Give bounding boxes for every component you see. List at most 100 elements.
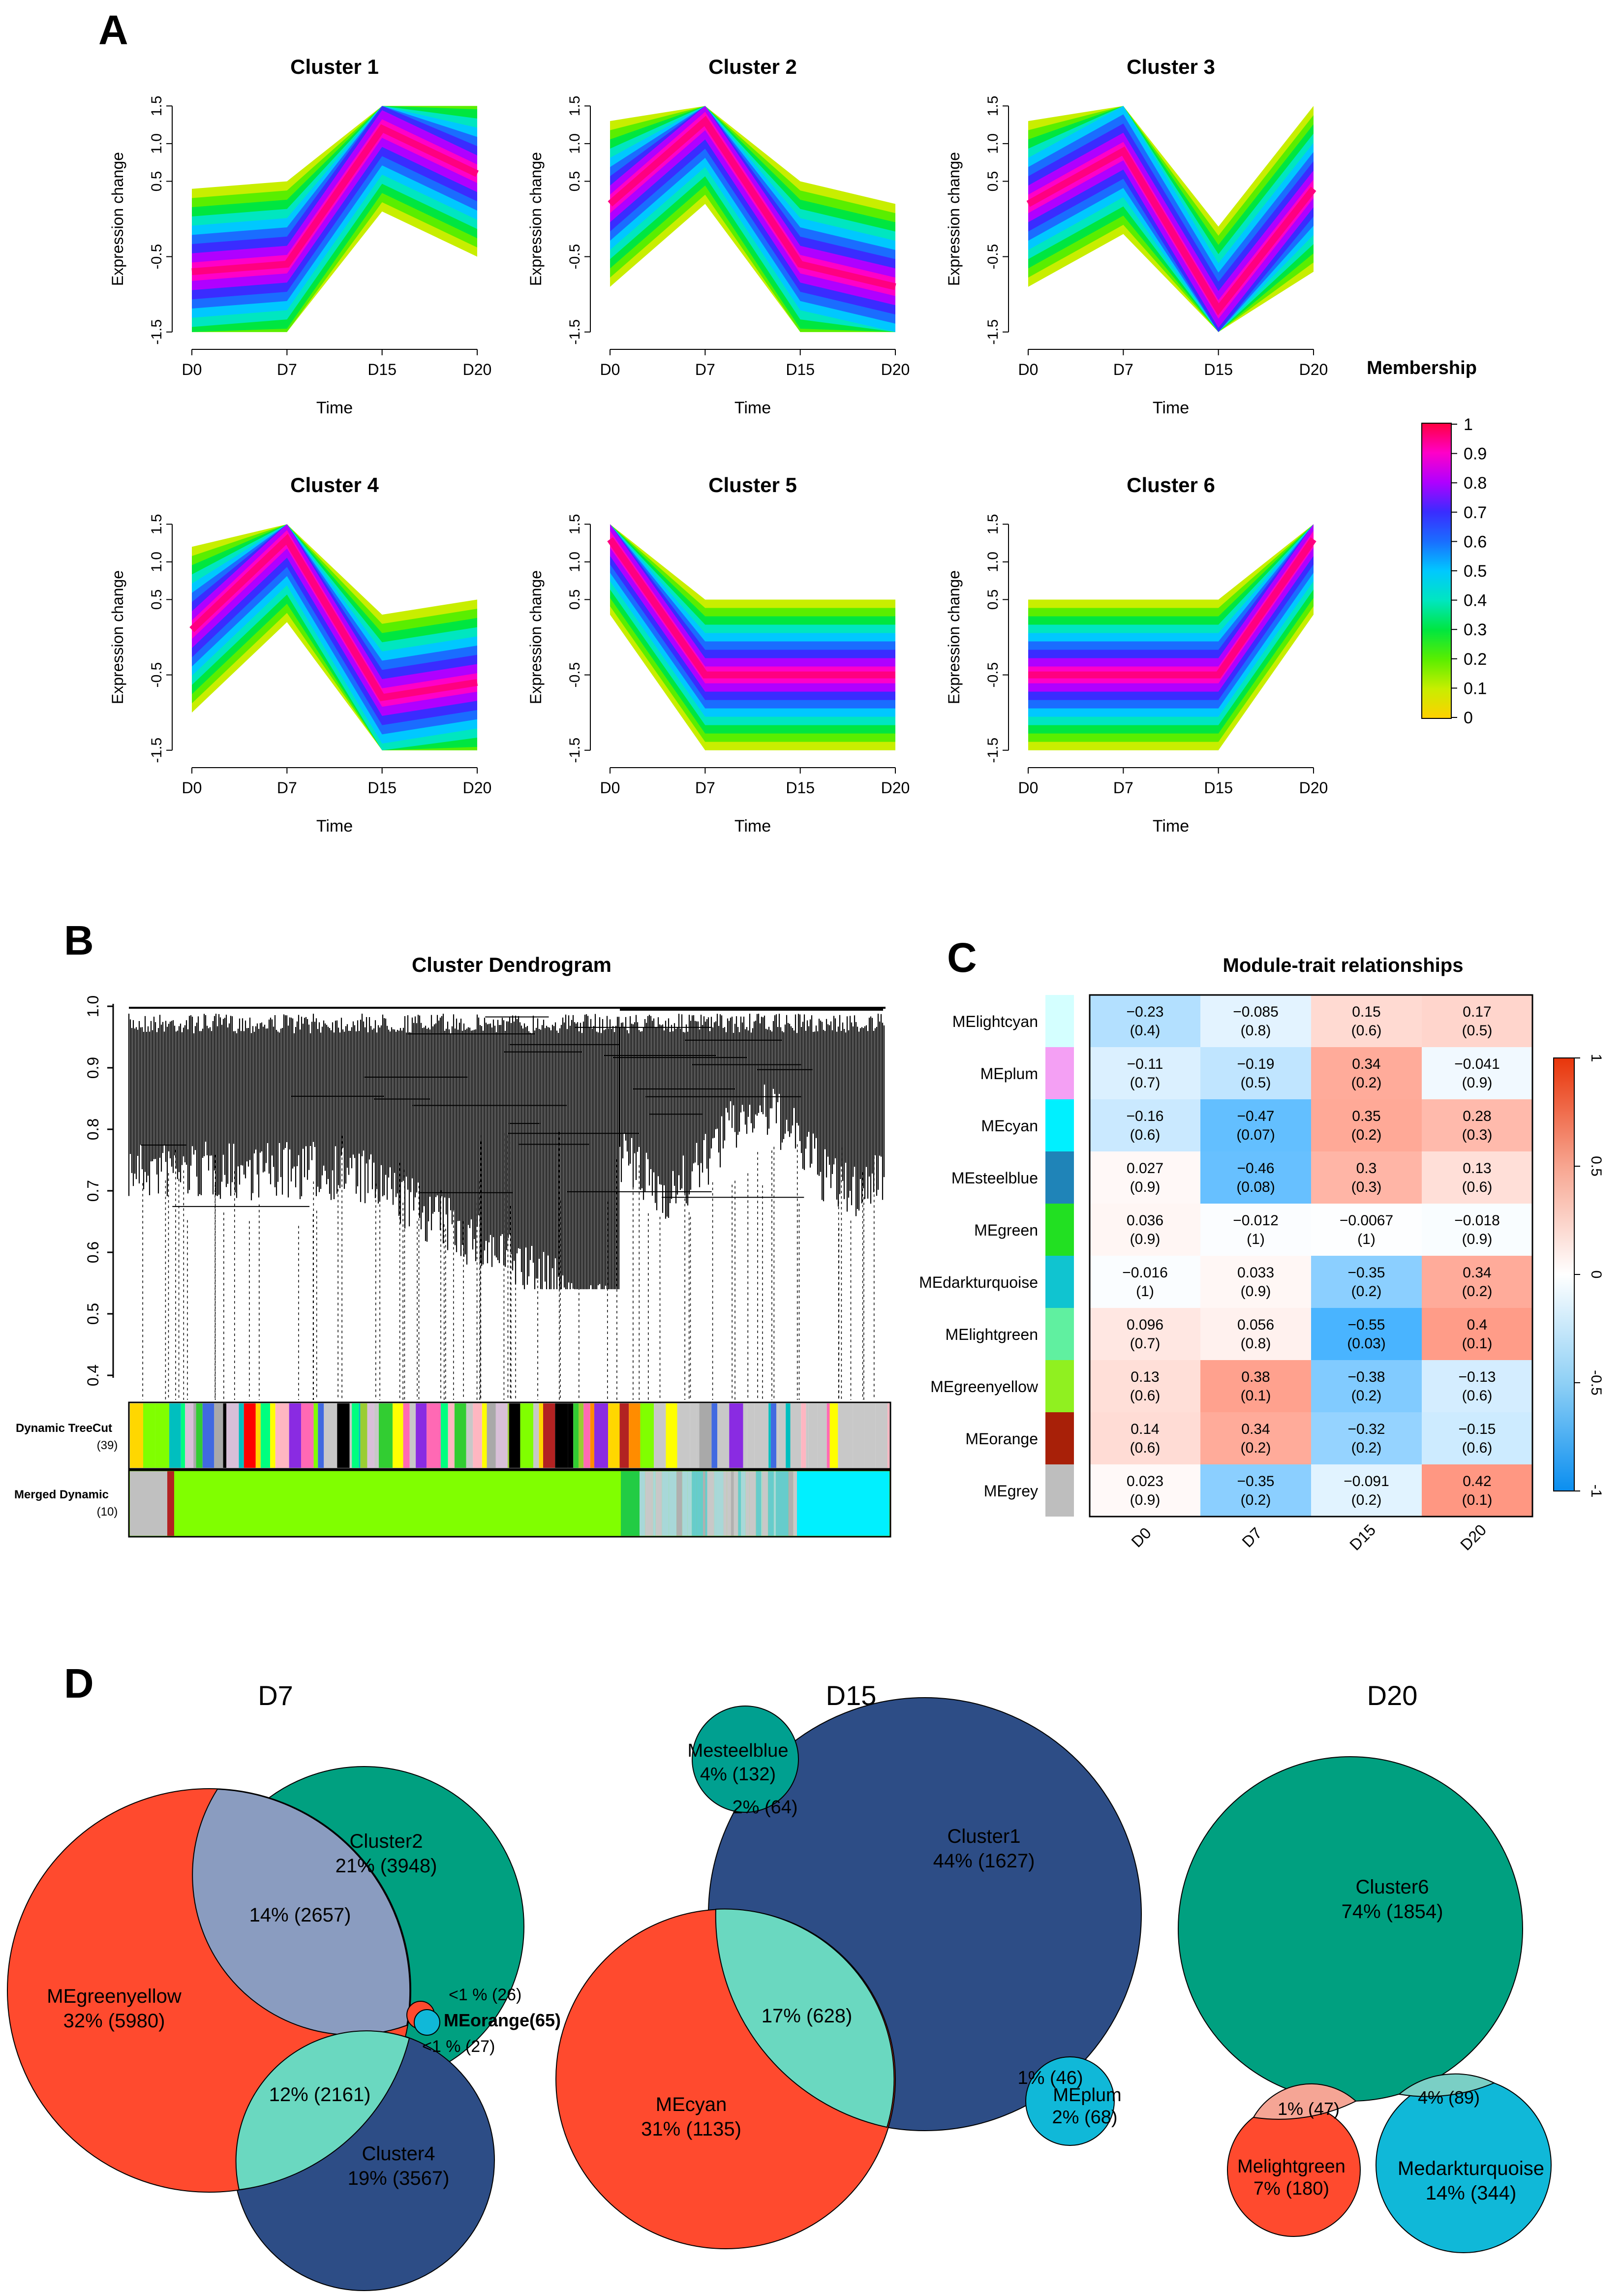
x-tick-label: D15 (367, 361, 397, 378)
merged-color-bar (705, 1471, 707, 1536)
cluster-title: Cluster 4 (290, 473, 379, 496)
heatmap-cell-value: 0.34 (1241, 1421, 1270, 1437)
x-tick-label: D20 (1299, 779, 1328, 797)
merged-color-bar (651, 1471, 653, 1536)
treecut-color-bar (181, 1403, 185, 1468)
heatmap-cell-value: −0.018 (1454, 1212, 1500, 1229)
y-axis-label: Expression change (527, 570, 545, 704)
merged-color-bar (655, 1471, 662, 1536)
treecut-color-bar (360, 1403, 367, 1468)
panel-label-b: B (64, 917, 94, 963)
merged-color-bar (745, 1471, 750, 1536)
heatmap-cell-pvalue: (0.2) (1351, 1492, 1382, 1508)
heatmap-cell-pvalue: (0.6) (1351, 1023, 1382, 1039)
cluster-core-line (1026, 146, 1316, 316)
y-tick-label: 1.5 (985, 514, 1001, 534)
merged-color-bar (782, 1471, 789, 1536)
x-axis-label: Time (316, 817, 353, 836)
treecut-color-bar (568, 1403, 574, 1468)
membership-legend: Membership 1 0.9 0.8 0.7 0.6 0.5 0.4 0.3 0.2 0.1 0 (1367, 358, 1487, 727)
cluster-core-line (607, 537, 895, 679)
merged-color-bar (716, 1471, 724, 1536)
membership-band (1028, 524, 1314, 692)
heatmap-cell-pvalue: (0.7) (1130, 1075, 1161, 1091)
treecut-label: Dynamic TreeCut (16, 1422, 112, 1435)
heatmap-cell-value: 0.28 (1463, 1108, 1491, 1124)
treecut-color-bar (185, 1403, 194, 1468)
x-axis-label: Time (316, 399, 353, 417)
heatmap-cell-value: −0.16 (1127, 1108, 1164, 1124)
merged-count: (10) (97, 1505, 118, 1519)
cluster-core-line (189, 533, 478, 702)
heatmap-cell-value: −0.35 (1237, 1473, 1275, 1489)
heatmap-cell-value: −0.19 (1237, 1056, 1275, 1072)
treecut-color-bar (539, 1403, 544, 1468)
y-tick-label: -0.5 (149, 662, 165, 688)
treecut-color-bar (583, 1403, 590, 1468)
treecut-color-bar (367, 1403, 375, 1468)
heatmap-cell-pvalue: (0.2) (1462, 1283, 1493, 1300)
treecut-color-bar (440, 1403, 448, 1468)
heatmap-cell (1311, 1256, 1422, 1308)
dendrogram-title: Cluster Dendrogram (412, 953, 612, 976)
y-tick-label: 0.5 (567, 171, 583, 192)
heatmap-cell-pvalue: (0.5) (1241, 1075, 1271, 1091)
venn-d7-orange-top: <1 % (26) (449, 1986, 521, 2004)
merged-color-bar (734, 1471, 738, 1536)
treecut-color-bar (374, 1403, 379, 1468)
treecut-color-bar (130, 1403, 143, 1468)
treecut-color-bar (507, 1403, 509, 1468)
heatmap-cell-value: −0.11 (1127, 1056, 1163, 1072)
x-tick-label: D0 (600, 779, 620, 797)
venn-d20-lightgreen-value: 7% (180) (1254, 2178, 1329, 2199)
cluster-plot: Cluster 2 -1.5 -0.5 0.5 1.0 1.5 Expression cha… (527, 55, 910, 417)
y-tick-label: 0.5 (985, 590, 1001, 610)
heatmap-cell-pvalue: (0.8) (1241, 1335, 1271, 1352)
merged-color-bar (756, 1471, 762, 1536)
y-axis-label: Expression change (109, 152, 126, 286)
heatmap-cell (1090, 1464, 1200, 1517)
treecut-color-bar (806, 1403, 809, 1468)
treecut-color-bar (778, 1403, 782, 1468)
merged-color-bar (703, 1471, 705, 1536)
heatmap-cell (1422, 1308, 1532, 1360)
treecut-color-bar (403, 1403, 410, 1468)
membership-tick-label: 0.8 (1464, 474, 1487, 493)
treecut-color-bar (226, 1403, 239, 1468)
treecut-color-bar (770, 1403, 776, 1468)
venn-d20-overlap-dt-value: 4% (89) (1418, 2087, 1480, 2108)
merged-color-bar (797, 1471, 889, 1536)
merged-color-bar (761, 1471, 763, 1536)
treecut-color-bar (776, 1403, 779, 1468)
treecut-color-bar (573, 1403, 579, 1468)
heatmap-cell (1311, 1412, 1422, 1464)
x-tick-label: D20 (463, 779, 492, 797)
heatmap-cell-value: 0.027 (1127, 1160, 1163, 1177)
heatmap-cell-pvalue: (0.6) (1130, 1388, 1161, 1404)
heatmap-cell-pvalue: (1) (1357, 1231, 1376, 1247)
heatmap-cell-pvalue: (0.9) (1462, 1075, 1493, 1091)
x-tick-label: D0 (1018, 361, 1039, 378)
merged-color-bar (762, 1471, 768, 1536)
y-tick-label: 1.5 (985, 95, 1001, 116)
x-tick-label: D15 (786, 779, 815, 797)
correlation-legend: 1 0.5 0 -0.5 -1 (1553, 1054, 1604, 1497)
treecut-color-bar (533, 1403, 539, 1468)
dendrogram-y-tick: 0.7 (84, 1180, 102, 1202)
heatmap-cell-pvalue: (0.07) (1236, 1127, 1275, 1143)
y-axis-label: Expression change (945, 570, 963, 704)
heatmap-cell-value: 0.38 (1241, 1369, 1270, 1385)
module-color-swatch (1045, 1412, 1074, 1464)
heatmap-cell (1200, 1412, 1311, 1464)
membership-tick-label: 0.2 (1464, 650, 1487, 669)
y-tick-label: 0.5 (567, 590, 583, 610)
cluster-plot: Cluster 6 -1.5 -0.5 0.5 1.0 1.5 Expression cha… (945, 473, 1328, 836)
merged-color-bar (697, 1471, 702, 1536)
merged-color-bar (701, 1471, 703, 1536)
venn-d20-lightgreen-name: Melightgreen (1237, 2156, 1346, 2177)
module-row-label: MEsteelblue (951, 1169, 1038, 1187)
heatmap-cell-pvalue: (0.4) (1130, 1023, 1161, 1039)
merged-color-bar (621, 1471, 641, 1536)
x-tick-label: D0 (182, 361, 202, 378)
